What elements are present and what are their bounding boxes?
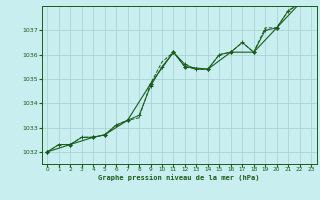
- X-axis label: Graphe pression niveau de la mer (hPa): Graphe pression niveau de la mer (hPa): [99, 175, 260, 181]
